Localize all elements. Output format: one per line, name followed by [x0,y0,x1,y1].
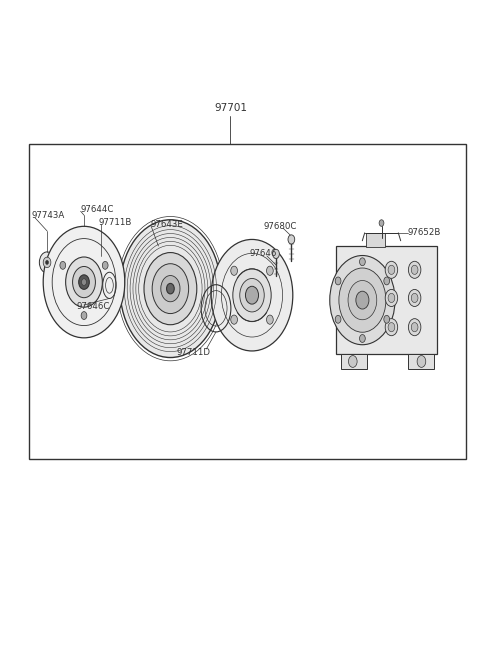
Text: 97652B: 97652B [408,228,441,237]
Circle shape [231,266,238,276]
Circle shape [120,220,221,358]
Text: 97711B: 97711B [98,218,132,227]
Circle shape [102,262,108,269]
Circle shape [240,278,264,312]
Circle shape [411,323,418,332]
Circle shape [266,315,273,324]
Circle shape [72,266,96,298]
Circle shape [43,257,51,268]
Circle shape [385,289,397,306]
Text: 97643E: 97643E [150,220,183,229]
Circle shape [144,253,197,325]
Circle shape [385,319,397,336]
Circle shape [266,266,273,276]
Circle shape [385,261,397,278]
Text: 97644C: 97644C [81,205,114,214]
Circle shape [408,261,421,278]
Circle shape [384,316,390,323]
Circle shape [388,323,395,332]
Circle shape [335,316,341,323]
Circle shape [384,277,390,285]
Bar [29,144,466,459]
Circle shape [288,235,295,244]
Circle shape [408,289,421,306]
Circle shape [408,319,421,336]
Bar [366,233,385,247]
Circle shape [417,356,426,367]
Bar [336,246,437,354]
Circle shape [348,356,357,367]
Circle shape [245,286,259,304]
Circle shape [388,293,395,302]
Circle shape [348,281,377,319]
Circle shape [46,260,48,264]
Circle shape [379,220,384,226]
Text: 97680C: 97680C [264,222,298,231]
Circle shape [411,293,418,302]
Text: 97646C: 97646C [77,302,110,311]
Bar [408,354,434,369]
Circle shape [60,262,66,269]
Circle shape [360,335,365,342]
Circle shape [360,258,365,266]
Circle shape [79,275,89,289]
Circle shape [66,257,102,307]
Circle shape [81,312,87,319]
Text: 97711D: 97711D [177,348,211,357]
Circle shape [233,269,271,321]
Circle shape [356,291,369,309]
Circle shape [330,255,395,345]
Circle shape [152,264,189,314]
Circle shape [388,265,395,274]
Text: 97701: 97701 [214,103,247,113]
Circle shape [161,276,180,302]
Circle shape [39,252,55,273]
Text: 97646: 97646 [250,249,277,258]
Circle shape [211,239,293,351]
Circle shape [335,277,341,285]
Circle shape [411,265,418,274]
Circle shape [82,279,86,285]
Circle shape [273,249,279,258]
Circle shape [43,226,125,338]
Text: 97743A: 97743A [31,211,64,220]
Circle shape [167,283,174,294]
Circle shape [339,268,386,332]
Bar [341,354,367,369]
Circle shape [231,315,238,324]
